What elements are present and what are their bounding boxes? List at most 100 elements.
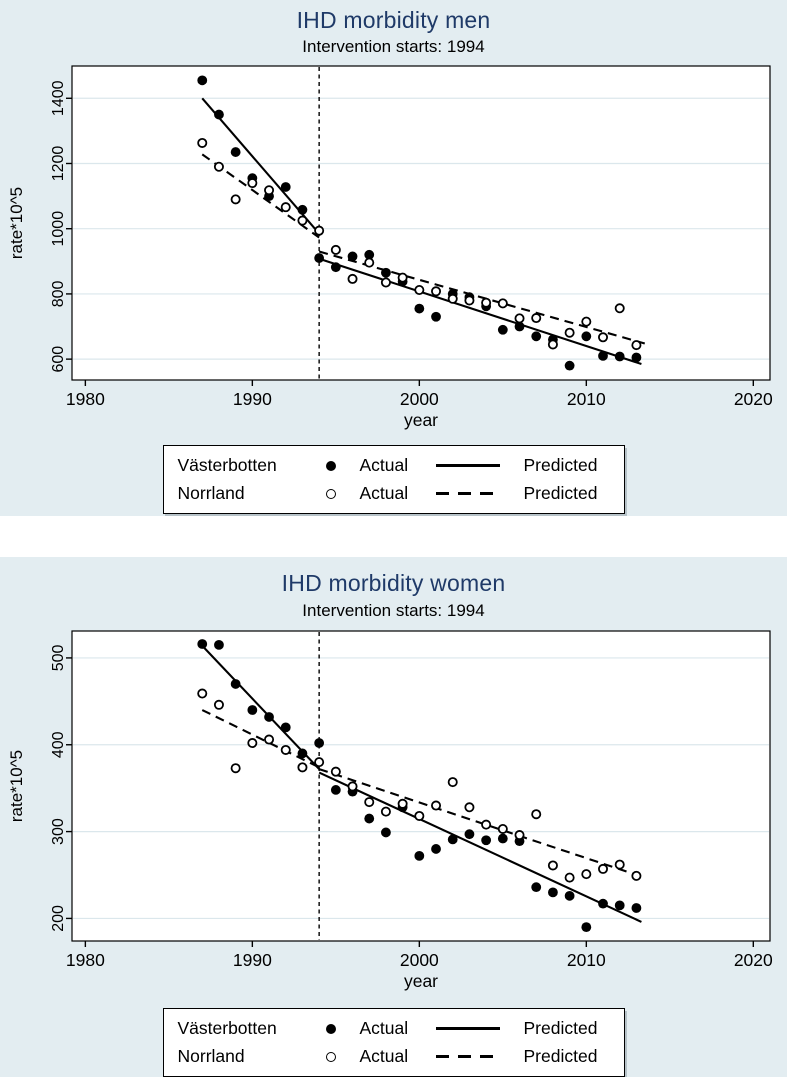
data-point-vasterbotten-actual: [464, 829, 475, 840]
y-tick-label: 1200: [50, 146, 67, 182]
data-point-norrland-actual: [414, 285, 425, 296]
data-point-norrland-actual: [564, 872, 575, 883]
data-point-vasterbotten-actual: [431, 844, 441, 854]
data-point-norrland-actual: [280, 202, 291, 213]
data-point-vasterbotten-actual: [531, 331, 542, 342]
data-point-vasterbotten-actual: [197, 639, 208, 649]
y-tick-label: 500: [50, 644, 67, 671]
data-point-norrland-actual: [531, 809, 542, 820]
data-point-norrland-actual: [397, 798, 408, 809]
dashed-line-icon: [435, 1055, 524, 1058]
data-point-vasterbotten-actual: [631, 352, 642, 363]
data-point-vasterbotten-actual: [314, 253, 325, 263]
y-tick-label: 600: [50, 346, 67, 373]
data-point-vasterbotten-actual: [564, 360, 575, 371]
x-tick-label: 1980: [66, 950, 105, 970]
data-point-norrland-actual: [547, 339, 558, 350]
data-point-norrland-actual: [197, 137, 208, 148]
data-point-norrland-actual: [514, 313, 525, 324]
x-tick-label: 1990: [233, 389, 272, 409]
plot-border: [71, 65, 771, 381]
plot-background: [72, 631, 770, 941]
x-axis-title: year: [404, 410, 438, 430]
chart-panel-women: 200 300 400 500 1980 1990 2000 2010 2020 rate*10^…: [0, 557, 787, 1077]
data-point-norrland-actual: [264, 734, 275, 745]
legend-predicted-label: Predicted: [523, 1018, 598, 1038]
filled-circle-icon: [325, 1023, 360, 1034]
y-tick-label: 1000: [50, 211, 67, 247]
data-point-norrland-actual: [497, 823, 508, 834]
data-point-vasterbotten-actual: [598, 898, 608, 909]
data-point-norrland-actual: [447, 777, 458, 788]
predicted-line-vasterbotten: [318, 257, 642, 366]
legend-men: Västerbotten Actual Predicted Norrland A…: [162, 445, 625, 514]
chart-title-men: IHD morbidity men: [296, 7, 491, 33]
filled-circle-icon: [325, 460, 360, 471]
data-point-vasterbotten-actual: [264, 712, 274, 722]
x-tick-label: 1990: [233, 950, 272, 970]
y-axis-title: rate*10^5: [7, 187, 26, 259]
x-tick-label: 2010: [567, 950, 606, 970]
data-point-norrland-actual: [614, 303, 625, 314]
data-point-norrland-actual: [531, 313, 542, 324]
data-point-vasterbotten-actual: [330, 785, 341, 795]
data-point-vasterbotten-actual: [514, 321, 525, 332]
data-point-norrland-actual: [347, 781, 358, 792]
data-point-vasterbotten-actual: [314, 738, 325, 748]
open-circle-icon: [325, 1051, 360, 1062]
data-point-norrland-actual: [330, 244, 341, 255]
data-point-vasterbotten-actual: [614, 351, 625, 362]
data-point-vasterbotten-actual: [214, 639, 224, 650]
data-point-norrland-actual: [297, 762, 308, 773]
plot-background: [72, 66, 770, 380]
predicted-line-vasterbotten: [318, 771, 642, 923]
data-point-norrland-actual: [497, 298, 508, 309]
chart-subtitle-men: Intervention starts: 1994: [302, 37, 485, 56]
data-point-norrland-actual: [481, 297, 492, 308]
plot-area-men: 600 800 1000 1200 1400 1980 1990 2000 2010 2020 ra…: [7, 65, 773, 430]
data-point-norrland-actual: [447, 293, 458, 304]
data-point-norrland-actual: [230, 194, 241, 205]
data-point-norrland-actual: [197, 688, 208, 699]
legend-actual-label: Actual: [359, 483, 409, 503]
data-point-vasterbotten-actual: [280, 182, 291, 192]
data-point-norrland-actual: [247, 738, 258, 749]
legend-actual-label: Actual: [359, 1018, 409, 1038]
solid-line-icon: [435, 464, 524, 467]
legend-predicted-label: Predicted: [523, 483, 598, 503]
legend-predicted-label: Predicted: [523, 1046, 598, 1066]
data-point-norrland-actual: [297, 215, 308, 226]
data-point-vasterbotten-actual: [431, 311, 441, 322]
legend-label-norrland: Norrland: [177, 483, 245, 503]
data-point-norrland-actual: [347, 273, 358, 284]
data-point-norrland-actual: [213, 161, 224, 172]
x-tick-label: 2020: [734, 389, 773, 409]
data-point-vasterbotten-actual: [414, 851, 425, 861]
data-point-norrland-actual: [314, 757, 325, 768]
data-point-norrland-actual: [264, 185, 275, 196]
data-point-vasterbotten-actual: [481, 835, 492, 846]
data-point-norrland-actual: [431, 286, 442, 297]
data-point-norrland-actual: [598, 332, 609, 343]
data-point-vasterbotten-actual: [447, 834, 458, 845]
chart-title-women: IHD morbidity women: [281, 570, 506, 596]
y-tick-label: 300: [50, 818, 67, 845]
data-point-vasterbotten-actual: [531, 882, 542, 893]
data-point-norrland-actual: [380, 277, 391, 288]
data-point-norrland-actual: [314, 225, 325, 236]
data-point-norrland-actual: [247, 178, 258, 189]
data-point-norrland-actual: [364, 797, 375, 808]
data-point-vasterbotten-actual: [230, 679, 241, 689]
data-point-vasterbotten-actual: [497, 324, 508, 335]
legend-label-vasterbotten: Västerbotten: [177, 1018, 277, 1038]
data-point-norrland-actual: [614, 859, 625, 870]
data-point-vasterbotten-actual: [347, 251, 358, 262]
data-point-vasterbotten-actual: [280, 722, 291, 733]
data-point-vasterbotten-actual: [247, 705, 258, 715]
x-tick-label: 2000: [400, 950, 439, 970]
data-point-vasterbotten-actual: [564, 890, 575, 901]
legend-label-vasterbotten: Västerbotten: [177, 455, 277, 475]
data-point-vasterbotten-actual: [364, 249, 375, 260]
data-point-norrland-actual: [364, 257, 375, 268]
data-point-vasterbotten-actual: [214, 109, 224, 120]
